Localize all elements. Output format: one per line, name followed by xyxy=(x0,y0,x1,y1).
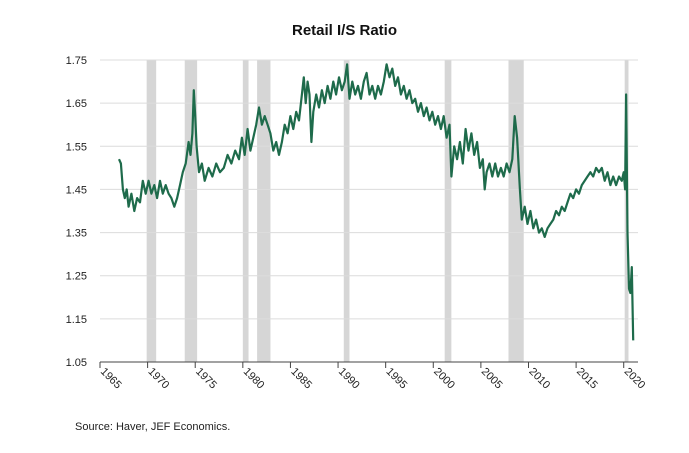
recession-band xyxy=(508,60,524,362)
recession-band xyxy=(257,60,271,362)
x-tick-label: 2020 xyxy=(622,366,648,392)
x-tick-label: 1995 xyxy=(384,366,410,392)
recession-band xyxy=(146,60,157,362)
y-tick-label: 1.15 xyxy=(66,314,87,326)
gridlines xyxy=(100,59,638,320)
series-lines xyxy=(117,63,635,341)
y-tick-label: 1.05 xyxy=(66,357,87,369)
recession-band xyxy=(444,60,452,362)
axes xyxy=(99,361,638,368)
series-line xyxy=(117,63,635,341)
x-tick-label: 1990 xyxy=(336,366,362,392)
recession-band xyxy=(242,60,249,362)
recession-band xyxy=(184,60,198,362)
chart-source-note: Source: Haver, JEF Economics. xyxy=(75,421,231,433)
y-tick-label: 1.55 xyxy=(66,141,87,153)
y-tick-label: 1.35 xyxy=(66,228,87,240)
x-tick-label: 1985 xyxy=(288,366,314,392)
chart-title: Retail I/S Ratio xyxy=(291,22,398,39)
recession-band xyxy=(343,60,350,362)
x-tick-label: 2000 xyxy=(431,366,457,392)
x-tick-label: 1970 xyxy=(145,366,171,392)
y-tick-label: 1.25 xyxy=(66,271,87,283)
x-tick-label: 2010 xyxy=(526,366,552,392)
y-tick-label: 1.45 xyxy=(66,184,87,196)
x-tick-label: 2015 xyxy=(574,366,600,392)
x-tick-label: 1965 xyxy=(98,366,124,392)
x-tick-label: 2005 xyxy=(479,366,505,392)
x-tick-label: 1975 xyxy=(193,366,219,392)
x-tick-label: 1980 xyxy=(241,366,267,392)
y-tick-label: 1.65 xyxy=(66,98,87,110)
recession-bands xyxy=(146,60,629,362)
y-tick-label: 1.75 xyxy=(66,55,87,67)
